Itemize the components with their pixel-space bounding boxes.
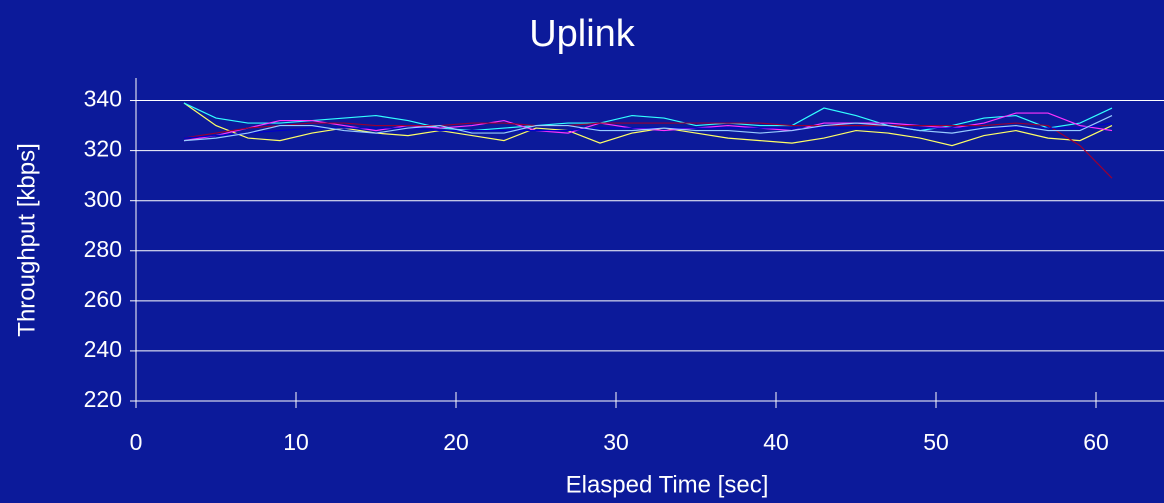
x-tick-label: 0 — [130, 429, 143, 455]
x-tick-label: 50 — [923, 429, 949, 455]
y-axis-label: Throughput [kbps] — [13, 143, 40, 336]
x-tick-label: 30 — [603, 429, 629, 455]
series-line — [183, 102, 1113, 132]
y-tick-label: 300 — [84, 186, 122, 212]
series-line — [183, 102, 1113, 147]
y-tick-label: 320 — [84, 136, 122, 162]
chart-title: Uplink — [529, 13, 636, 55]
x-tick-label: 40 — [763, 429, 789, 455]
x-tick-label: 60 — [1083, 429, 1109, 455]
y-tick-label: 240 — [84, 336, 122, 362]
series-line — [183, 122, 1113, 179]
y-tick-label: 280 — [84, 236, 122, 262]
x-tick-label: 10 — [283, 429, 309, 455]
y-tick-label: 340 — [84, 86, 122, 112]
x-tick-label: 20 — [443, 429, 469, 455]
series-line — [183, 122, 1113, 139]
y-tick-label: 220 — [84, 386, 122, 412]
y-tick-label: 260 — [84, 286, 122, 312]
series-line — [183, 115, 1113, 142]
x-axis-label: Elasped Time [sec] — [566, 471, 769, 498]
